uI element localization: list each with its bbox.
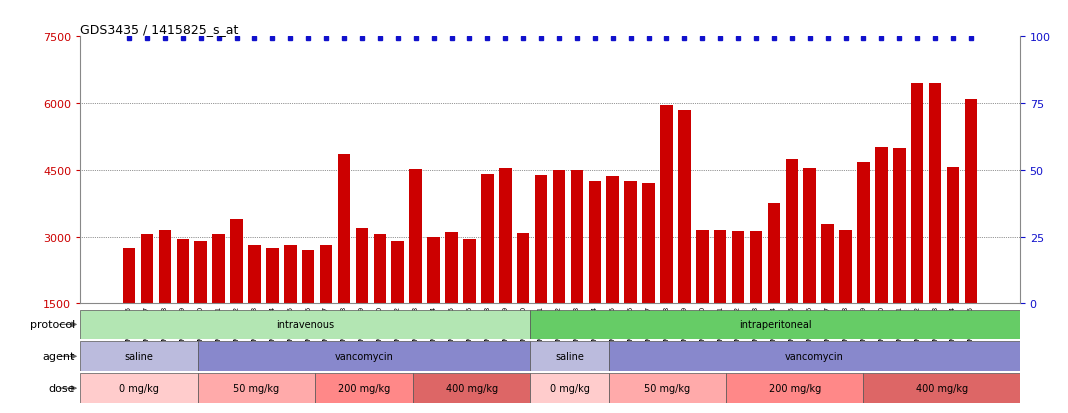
Bar bbox=[123, 248, 136, 370]
Bar bbox=[929, 84, 941, 370]
Bar bbox=[176, 239, 189, 370]
Bar bbox=[531, 373, 609, 403]
Bar bbox=[893, 148, 906, 370]
Bar bbox=[80, 342, 198, 371]
Bar bbox=[141, 235, 154, 370]
Bar bbox=[875, 147, 888, 370]
Bar bbox=[231, 219, 242, 370]
Bar bbox=[732, 231, 744, 370]
Bar bbox=[607, 177, 619, 370]
Bar bbox=[374, 235, 387, 370]
Bar bbox=[726, 373, 863, 403]
Bar bbox=[642, 184, 655, 370]
Bar bbox=[821, 225, 834, 370]
Bar bbox=[213, 235, 225, 370]
Bar bbox=[678, 110, 691, 370]
Bar bbox=[858, 162, 869, 370]
Text: 50 mg/kg: 50 mg/kg bbox=[644, 383, 691, 393]
Text: protocol: protocol bbox=[30, 320, 75, 330]
Bar bbox=[198, 342, 531, 371]
Bar bbox=[660, 106, 673, 370]
Bar bbox=[413, 373, 531, 403]
Text: dose: dose bbox=[48, 383, 75, 393]
Text: 400 mg/kg: 400 mg/kg bbox=[915, 383, 968, 393]
Bar bbox=[863, 373, 1020, 403]
Bar bbox=[248, 246, 261, 370]
Bar bbox=[609, 373, 726, 403]
Bar bbox=[194, 241, 207, 370]
Bar bbox=[315, 373, 413, 403]
Bar bbox=[80, 310, 531, 339]
Bar bbox=[427, 237, 440, 370]
Bar bbox=[625, 181, 637, 370]
Bar bbox=[588, 181, 601, 370]
Bar bbox=[409, 169, 422, 370]
Bar bbox=[531, 342, 609, 371]
Bar bbox=[445, 233, 458, 370]
Bar bbox=[284, 246, 297, 370]
Text: saline: saline bbox=[555, 351, 584, 361]
Bar bbox=[553, 170, 565, 370]
Bar bbox=[198, 373, 315, 403]
Bar bbox=[750, 231, 763, 370]
Text: 200 mg/kg: 200 mg/kg bbox=[769, 383, 821, 393]
Bar bbox=[696, 230, 708, 370]
Text: GDS3435 / 1415825_s_at: GDS3435 / 1415825_s_at bbox=[80, 23, 238, 36]
Bar bbox=[609, 342, 1020, 371]
Bar bbox=[159, 230, 171, 370]
Bar bbox=[499, 168, 512, 370]
Bar bbox=[531, 310, 1020, 339]
Text: 0 mg/kg: 0 mg/kg bbox=[550, 383, 590, 393]
Bar bbox=[803, 168, 816, 370]
Bar bbox=[517, 233, 530, 370]
Bar bbox=[356, 228, 368, 370]
Text: 50 mg/kg: 50 mg/kg bbox=[233, 383, 280, 393]
Bar bbox=[481, 175, 493, 370]
Bar bbox=[713, 230, 726, 370]
Bar bbox=[319, 246, 332, 370]
Bar bbox=[570, 170, 583, 370]
Bar bbox=[266, 248, 279, 370]
Bar bbox=[392, 241, 404, 370]
Text: 0 mg/kg: 0 mg/kg bbox=[119, 383, 159, 393]
Bar bbox=[464, 239, 475, 370]
Bar bbox=[946, 168, 959, 370]
Text: intraperitoneal: intraperitoneal bbox=[739, 320, 812, 330]
Bar bbox=[786, 159, 798, 370]
Bar bbox=[768, 204, 781, 370]
Bar bbox=[911, 84, 924, 370]
Text: intravenous: intravenous bbox=[277, 320, 334, 330]
Text: vancomycin: vancomycin bbox=[334, 351, 393, 361]
Text: 200 mg/kg: 200 mg/kg bbox=[337, 383, 390, 393]
Bar bbox=[535, 176, 547, 370]
Bar bbox=[337, 155, 350, 370]
Text: 400 mg/kg: 400 mg/kg bbox=[445, 383, 498, 393]
Bar bbox=[80, 373, 198, 403]
Bar bbox=[964, 100, 977, 370]
Text: agent: agent bbox=[43, 351, 75, 361]
Bar bbox=[302, 250, 314, 370]
Text: saline: saline bbox=[124, 351, 154, 361]
Bar bbox=[839, 230, 852, 370]
Text: vancomycin: vancomycin bbox=[785, 351, 844, 361]
